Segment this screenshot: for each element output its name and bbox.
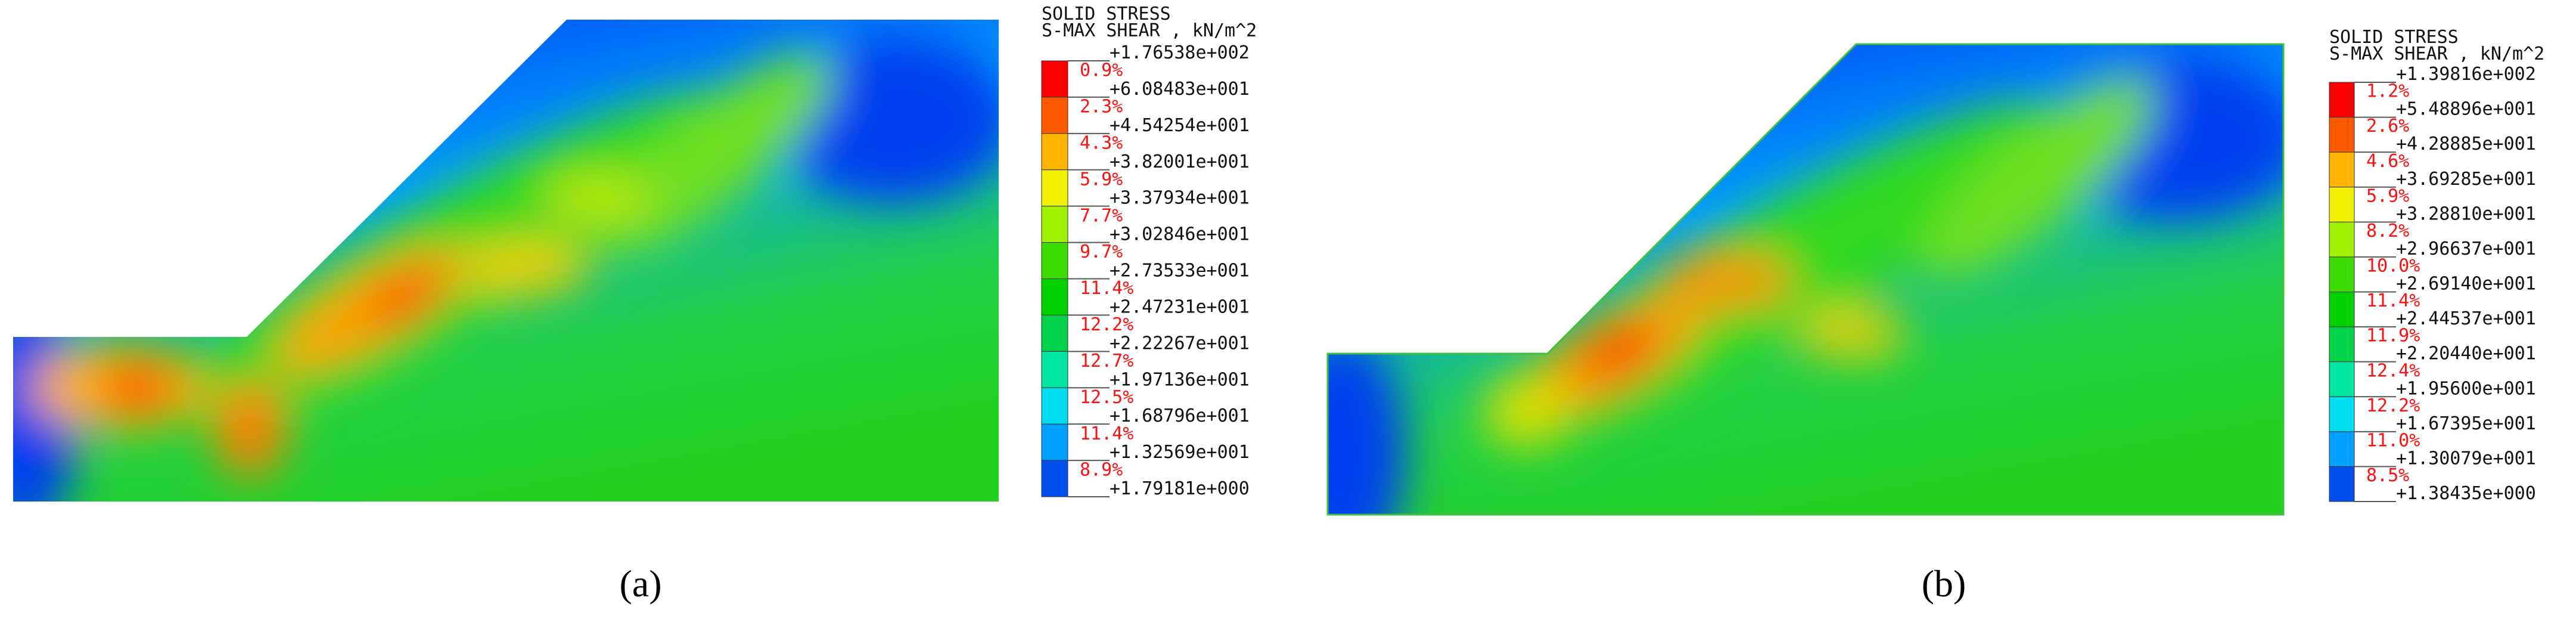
legend-level: +1.38435e+000 — [2396, 483, 2536, 504]
legend-level: +1.32569e+001 — [1110, 442, 1250, 463]
legend-percent: 7.7% — [1080, 205, 1123, 226]
legend-level: +5.48896e+001 — [2396, 99, 2536, 120]
caption: (b) — [1922, 562, 1966, 605]
legend-level: +1.67395e+001 — [2396, 413, 2536, 434]
legend-percent: 8.5% — [2366, 465, 2409, 486]
contour-plot-a — [13, 20, 999, 502]
legend-percent: 12.2% — [2366, 395, 2420, 416]
legend-percent: 2.6% — [2366, 116, 2409, 137]
legend-percent: 8.2% — [2366, 221, 2409, 242]
legend-percent: 1.2% — [2366, 81, 2409, 102]
legend-percent: 5.9% — [1080, 169, 1123, 190]
legend-level: +3.02846e+001 — [1110, 224, 1250, 245]
legend-level: +2.20440e+001 — [2396, 343, 2536, 364]
legend-level: +2.47231e+001 — [1110, 296, 1250, 317]
legend-percent: 11.4% — [1080, 278, 1133, 299]
legend-band — [2329, 187, 2355, 222]
legend-percent: 11.4% — [1080, 423, 1133, 444]
legend-level: +6.08483e+001 — [1110, 79, 1250, 100]
legend-level: +3.37934e+001 — [1110, 188, 1250, 209]
legend-band — [2329, 466, 2355, 502]
legend-percent: 11.0% — [2366, 430, 2420, 451]
legend-percent: 5.9% — [2366, 185, 2409, 206]
legend-band — [2329, 256, 2355, 292]
legend-band — [1041, 97, 1068, 134]
legend-level: +1.30079e+001 — [2396, 448, 2536, 469]
legend-band — [1041, 278, 1068, 315]
legend-level: +2.22267e+001 — [1110, 333, 1250, 354]
legend-band — [1041, 60, 1068, 98]
legend-band — [2329, 396, 2355, 432]
legend-level: +1.79181e+000 — [1110, 478, 1250, 499]
legend-title: S-MAX SHEAR , kN/m^2 — [2329, 44, 2544, 64]
legend-level: +4.28885e+001 — [2396, 134, 2536, 154]
legend-band — [2329, 292, 2355, 327]
legend-level: +2.73533e+001 — [1110, 261, 1250, 281]
legend-level: +2.69140e+001 — [2396, 274, 2536, 295]
legend-band — [1041, 351, 1068, 388]
legend-band — [2329, 117, 2355, 153]
legend-percent: 0.9% — [1080, 60, 1123, 81]
legend-percent: 12.7% — [1080, 351, 1133, 372]
legend-level: +3.82001e+001 — [1110, 151, 1250, 172]
legend-percent: 9.7% — [1080, 242, 1123, 262]
legend-percent: 4.6% — [2366, 151, 2409, 172]
legend-percent: 12.2% — [1080, 314, 1133, 335]
legend-percent: 10.0% — [2366, 256, 2420, 277]
legend-percent: 4.3% — [1080, 132, 1123, 153]
legend-title: SOLID STRESS — [2329, 27, 2459, 48]
legend-band — [1041, 133, 1068, 171]
legend-band — [2329, 326, 2355, 363]
legend-percent: 12.4% — [2366, 360, 2420, 381]
legend-percent: 11.4% — [2366, 290, 2420, 311]
legend-band — [1041, 169, 1068, 207]
legend-level: +1.76538e+002 — [1110, 42, 1250, 63]
legend-percent: 8.9% — [1080, 460, 1123, 481]
legend-level: +4.54254e+001 — [1110, 115, 1250, 136]
legend-band — [1041, 314, 1068, 352]
legend-level: +1.68796e+001 — [1110, 406, 1250, 426]
legend-percent: 2.3% — [1080, 97, 1123, 117]
legend-percent: 11.9% — [2366, 326, 2420, 346]
legend-level: +2.44537e+001 — [2396, 308, 2536, 329]
legend-level: +2.96637e+001 — [2396, 239, 2536, 259]
legend-band — [2329, 82, 2355, 118]
legend-band — [2329, 361, 2355, 397]
legend-band — [1041, 423, 1068, 461]
legend-level: +1.39816e+002 — [2396, 64, 2536, 85]
legend-band — [1041, 242, 1068, 280]
legend-level: +1.95600e+001 — [2396, 378, 2536, 399]
legend-title: SOLID STRESS — [1042, 4, 1171, 24]
legend-band — [2329, 151, 2355, 188]
legend-band — [1041, 206, 1068, 243]
legend-band — [1041, 460, 1068, 497]
legend-title: S-MAX SHEAR , kN/m^2 — [1042, 20, 1257, 41]
legend-band — [2329, 431, 2355, 467]
legend-level: +3.28810e+001 — [2396, 203, 2536, 224]
legend-level: +1.97136e+001 — [1110, 369, 1250, 390]
legend-band — [2329, 221, 2355, 258]
caption: (a) — [619, 562, 661, 605]
contour-plot-b — [1328, 44, 2283, 515]
legend-level: +3.69285e+001 — [2396, 169, 2536, 190]
legend-percent: 12.5% — [1080, 387, 1133, 408]
legend-band — [1041, 387, 1068, 425]
outline — [1326, 43, 2285, 516]
